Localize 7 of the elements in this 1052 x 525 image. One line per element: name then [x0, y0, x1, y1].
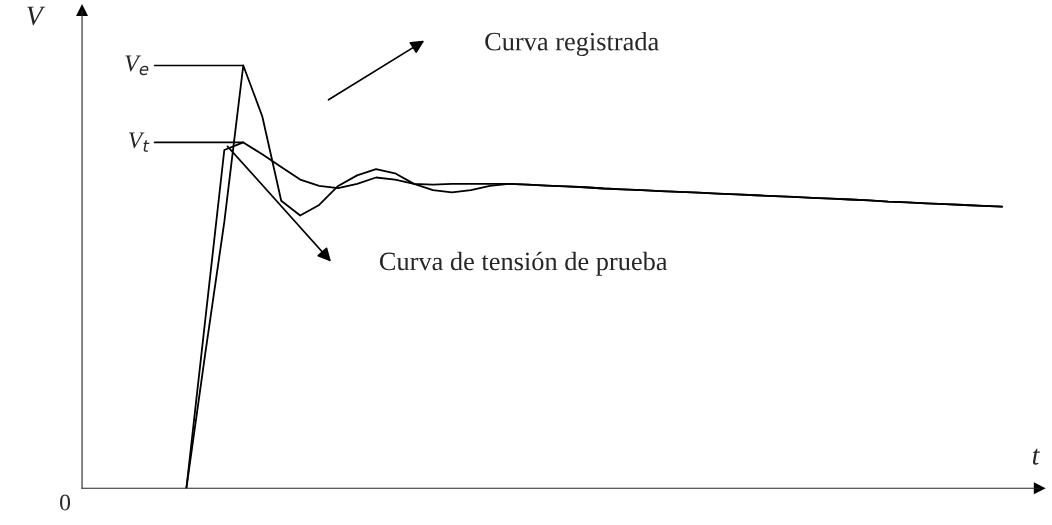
legend-label: Curva de tensión de prueba — [379, 251, 668, 276]
legend-label: Curva registrada — [485, 31, 659, 56]
x-axis-title: t — [1032, 448, 1040, 465]
text: 0 — [60, 494, 71, 511]
ref-line-label: V$_{e}$ — [125, 55, 149, 76]
ref-line-label: V$_{t}$ — [129, 132, 150, 152]
y-axis-title: V — [27, 6, 46, 26]
